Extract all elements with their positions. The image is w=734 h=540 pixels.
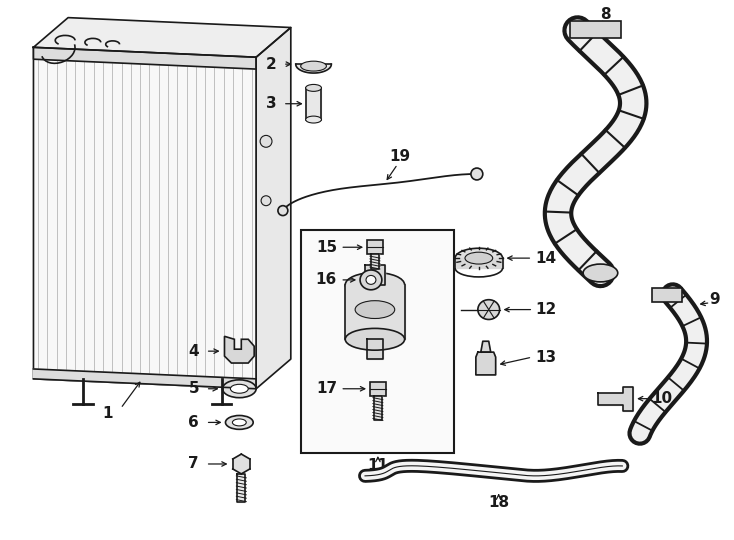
Circle shape — [260, 136, 272, 147]
Polygon shape — [34, 48, 256, 69]
Text: 10: 10 — [651, 391, 672, 406]
Ellipse shape — [355, 301, 395, 319]
Polygon shape — [296, 64, 331, 73]
Polygon shape — [256, 28, 291, 389]
Polygon shape — [34, 18, 291, 57]
Ellipse shape — [305, 116, 321, 123]
Bar — [367, 240, 383, 254]
Bar — [652, 288, 682, 302]
Text: 1: 1 — [103, 406, 113, 421]
Text: 4: 4 — [189, 343, 199, 359]
Text: 14: 14 — [536, 251, 556, 266]
Polygon shape — [597, 387, 633, 410]
Polygon shape — [374, 396, 382, 421]
Polygon shape — [365, 265, 385, 285]
Polygon shape — [34, 48, 256, 389]
Polygon shape — [481, 341, 491, 352]
Ellipse shape — [583, 264, 618, 282]
Text: 18: 18 — [488, 495, 509, 510]
Ellipse shape — [345, 328, 404, 350]
Circle shape — [278, 206, 288, 215]
Text: 6: 6 — [189, 415, 199, 430]
Polygon shape — [305, 88, 321, 119]
Ellipse shape — [465, 252, 493, 264]
Polygon shape — [371, 254, 379, 269]
Polygon shape — [476, 352, 495, 375]
Polygon shape — [455, 258, 503, 268]
Text: 7: 7 — [189, 456, 199, 471]
Ellipse shape — [455, 248, 503, 268]
Text: 19: 19 — [389, 148, 410, 164]
Text: 17: 17 — [316, 381, 337, 396]
Ellipse shape — [305, 84, 321, 91]
Ellipse shape — [230, 384, 248, 393]
Text: 8: 8 — [600, 7, 611, 22]
Polygon shape — [233, 454, 250, 474]
Ellipse shape — [360, 270, 382, 290]
Polygon shape — [34, 369, 256, 389]
Text: 11: 11 — [368, 458, 388, 474]
Bar — [301, 231, 454, 453]
Text: 3: 3 — [266, 96, 276, 111]
Text: 5: 5 — [189, 381, 199, 396]
Ellipse shape — [345, 273, 404, 297]
Circle shape — [261, 196, 271, 206]
Polygon shape — [367, 339, 383, 359]
Ellipse shape — [222, 380, 256, 397]
Ellipse shape — [366, 275, 376, 285]
Polygon shape — [237, 474, 245, 502]
Text: 13: 13 — [536, 349, 556, 364]
Circle shape — [471, 168, 483, 180]
Polygon shape — [225, 336, 254, 363]
Bar — [570, 21, 622, 38]
Text: 16: 16 — [316, 272, 337, 287]
Polygon shape — [345, 285, 404, 339]
Ellipse shape — [478, 300, 500, 320]
Text: 2: 2 — [266, 57, 277, 72]
Ellipse shape — [225, 415, 253, 429]
Ellipse shape — [233, 419, 246, 426]
Bar — [370, 382, 386, 396]
Text: 12: 12 — [536, 302, 557, 317]
Text: 9: 9 — [709, 292, 720, 307]
Text: 15: 15 — [316, 240, 337, 255]
Ellipse shape — [301, 61, 327, 71]
